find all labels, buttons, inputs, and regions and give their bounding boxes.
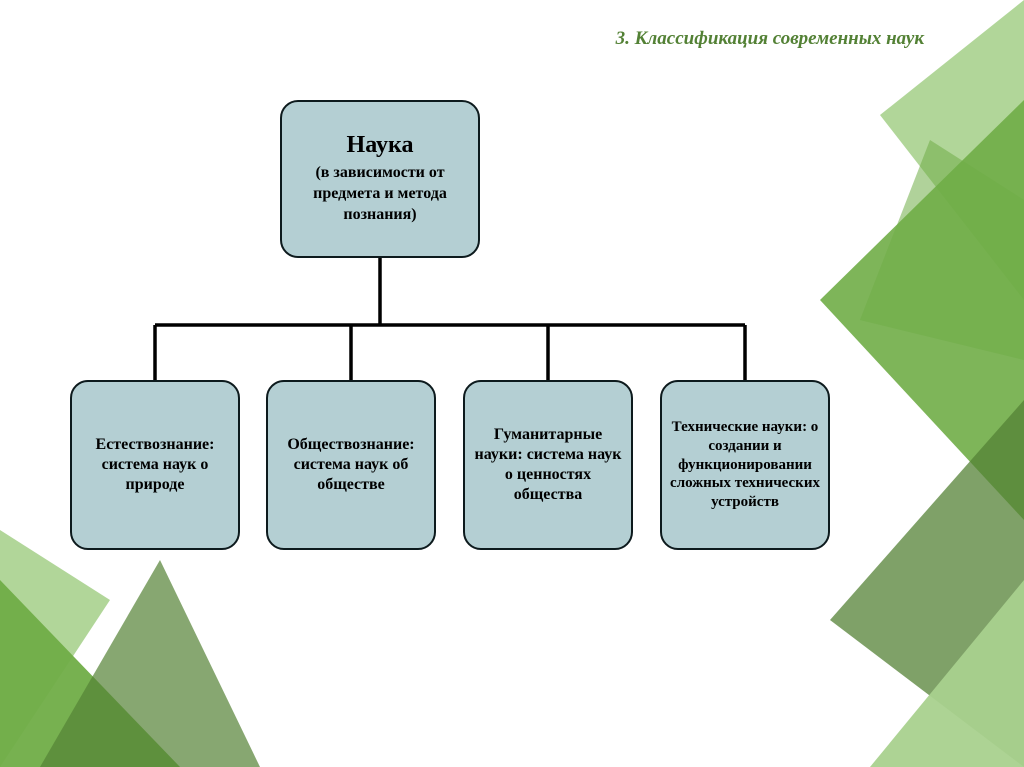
child-node-1-label: Естествознание: система наук о природе [80,435,230,495]
child-node-4-label: Технические науки: о создании и функцион… [670,418,820,512]
tree-diagram: Наука (в зависимости от предмета и метод… [70,100,850,560]
slide-title: 3. Классификация современных наук [616,28,924,50]
root-node-title: Наука [347,132,414,159]
root-node: Наука (в зависимости от предмета и метод… [280,100,480,258]
child-node-4: Технические науки: о создании и функцион… [660,380,830,550]
root-node-subtitle: (в зависимости от предмета и метода позн… [290,163,470,225]
child-node-1: Естествознание: система наук о природе [70,380,240,550]
child-node-2-label: Обществознание: система наук об обществе [276,435,426,495]
child-node-2: Обществознание: система наук об обществе [266,380,436,550]
child-node-3: Гуманитарные науки: система наук о ценно… [463,380,633,550]
child-node-3-label: Гуманитарные науки: система наук о ценно… [473,425,623,505]
